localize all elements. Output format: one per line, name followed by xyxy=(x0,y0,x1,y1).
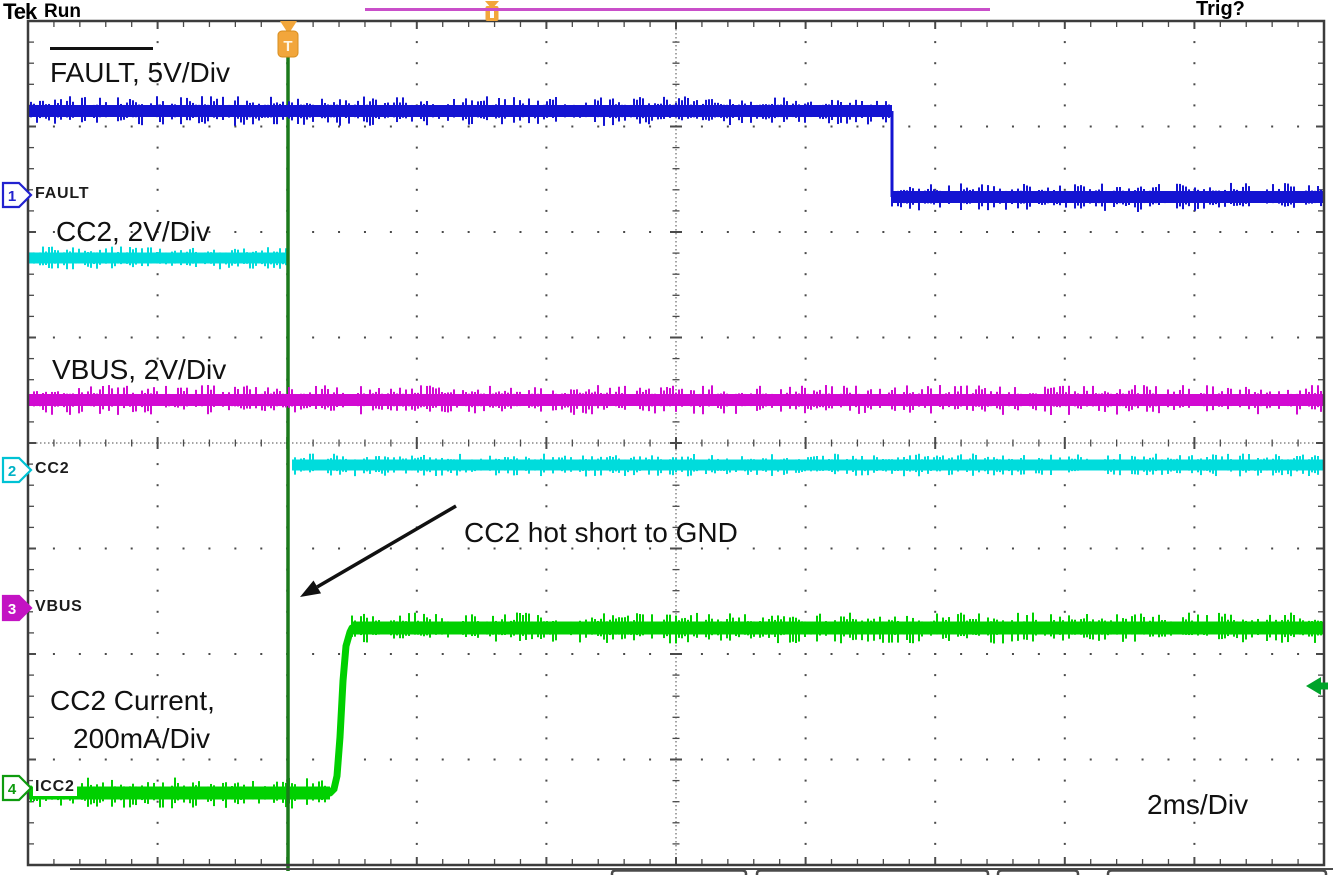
graticule-border xyxy=(26,19,1326,867)
tek-logo: Tek xyxy=(3,0,37,24)
trigger-flag-icon: T xyxy=(277,21,299,58)
bottom-menu-strip xyxy=(70,868,1333,875)
channel-1-label: FAULT xyxy=(33,184,92,204)
trace-fault xyxy=(28,96,1325,212)
channel-2-badge: 2 xyxy=(1,456,33,484)
annotation-arrow xyxy=(300,504,457,597)
right-level-arrow-icon xyxy=(1306,677,1328,695)
annotation-icc2-scale-line1: CC2 Current, xyxy=(50,685,215,716)
trace-cc2 xyxy=(27,246,1325,477)
annotation-timebase: 2ms/Div xyxy=(1147,789,1249,820)
svg-text:1: 1 xyxy=(8,188,16,205)
annotation-cc2-scale: CC2, 2V/Div xyxy=(56,216,211,247)
channel-3-label: VBUS xyxy=(33,597,85,617)
channel-4-label: ICC2 xyxy=(33,777,77,797)
record-view-bar xyxy=(365,8,990,11)
svg-text:3: 3 xyxy=(8,601,16,618)
channel-3-badge: 3 xyxy=(1,594,33,622)
graticule-grid xyxy=(28,21,1324,865)
svg-text:2: 2 xyxy=(8,463,16,480)
channel-1-badge: 1 xyxy=(1,181,33,209)
record-position-marker-icon xyxy=(485,1,499,21)
svg-text:4: 4 xyxy=(8,781,17,798)
annotation-fault-scale: FAULT, 5V/Div xyxy=(50,57,230,88)
trace-vbus xyxy=(28,385,1325,415)
annotation-event: CC2 hot short to GND xyxy=(464,517,738,548)
acquisition-status: Run xyxy=(44,1,81,22)
fault-overline xyxy=(50,47,153,50)
svg-text:T: T xyxy=(283,38,292,55)
annotation-vbus-scale: VBUS, 2V/Div xyxy=(52,354,227,385)
trace-icc2 xyxy=(28,612,1324,809)
annotation-icc2-scale-line2: 200mA/Div xyxy=(73,723,210,754)
channel-2-label: CC2 xyxy=(33,459,72,479)
trigger-status-label: Trig? xyxy=(1196,0,1245,20)
channel-4-badge: 4 xyxy=(1,774,33,802)
